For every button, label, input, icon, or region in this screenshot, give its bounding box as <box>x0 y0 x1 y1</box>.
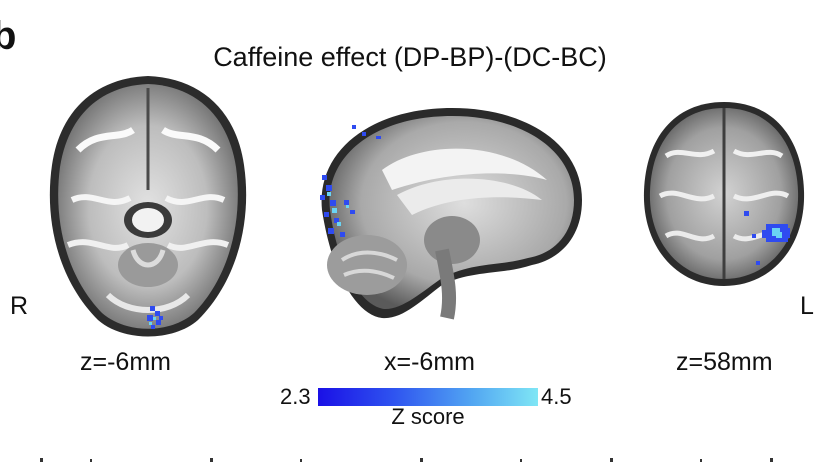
colorbar-max: 4.5 <box>541 384 572 409</box>
axial-slice-inferior <box>49 76 247 337</box>
figure-title: Caffeine effect (DP-BP)-(DC-BC) <box>213 42 607 72</box>
orientation-left-label: L <box>800 292 814 320</box>
slice-label: z=58mm <box>676 348 773 376</box>
slice-label: x=-6mm <box>384 348 475 376</box>
orientation-right-label: R <box>10 292 29 320</box>
sagittal-slice-midline <box>320 108 582 320</box>
divider <box>40 458 773 462</box>
colorbar <box>318 388 538 406</box>
colorbar-min: 2.3 <box>280 384 311 409</box>
axial-slice-superior <box>643 102 805 286</box>
slice-label: z=-6mm <box>80 348 171 376</box>
colorbar-title: Z score <box>391 404 465 429</box>
panel-letter: b <box>0 14 17 58</box>
